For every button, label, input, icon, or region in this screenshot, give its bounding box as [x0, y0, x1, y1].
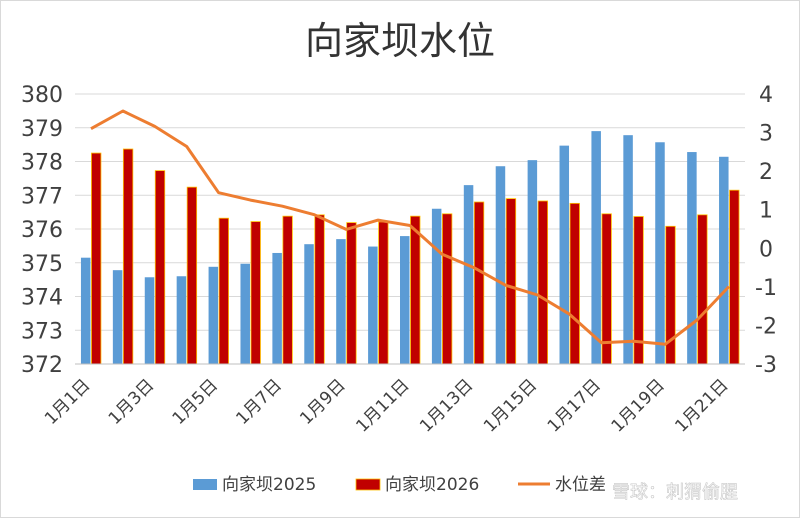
y2-tick-label: -3 [755, 353, 777, 378]
bar-2025 [719, 156, 729, 364]
legend-label: 向家坝2025 [222, 475, 316, 495]
bar-2026 [569, 202, 580, 365]
bar-2026 [186, 186, 198, 365]
y2-tick-label: -2 [755, 314, 777, 339]
y-tick-label: 378 [21, 151, 63, 176]
bar-2025 [463, 185, 474, 364]
bar-2025 [495, 166, 506, 364]
y2-tick-label: 0 [759, 237, 773, 262]
legend-label: 向家坝2026 [385, 475, 479, 495]
y-tick-label: 377 [21, 184, 63, 209]
bar-2025 [144, 277, 155, 364]
difference-line [90, 109, 731, 346]
bar-2026 [442, 213, 453, 365]
legend-label: 水位差 [555, 475, 606, 495]
bar-2026 [410, 215, 421, 365]
bar-2025 [431, 208, 442, 364]
bar-2026 [378, 221, 389, 365]
bars [80, 131, 740, 365]
legend: 向家坝2025 向家坝2026 水位差 [193, 475, 606, 495]
bar-2025 [527, 160, 538, 364]
bar-2026 [218, 217, 229, 365]
y-tick-label: 373 [21, 319, 63, 344]
y2-tick-label: -1 [755, 276, 777, 301]
bar-2025 [400, 236, 410, 364]
bar-2026 [122, 148, 134, 365]
y-tick-label: 375 [21, 252, 63, 277]
bar-2025 [112, 270, 123, 364]
bar-2026 [473, 201, 485, 365]
y-tick-label: 376 [21, 218, 63, 243]
bar-2025 [623, 135, 633, 364]
bar-2026 [91, 152, 102, 365]
bar-2025 [304, 244, 314, 364]
bar-2025 [240, 263, 250, 364]
bar-2025 [208, 266, 219, 364]
bar-2025 [687, 152, 697, 364]
bar-2025 [559, 145, 570, 364]
bar-2025 [80, 257, 91, 364]
bar-2026 [154, 170, 166, 365]
bar-2025 [655, 142, 665, 364]
bar-2026 [697, 214, 708, 365]
y-tick-label: 380 [21, 83, 63, 108]
y2-tick-label: 1 [759, 199, 773, 224]
y2-tick-label: 3 [759, 122, 773, 147]
bar-2025 [272, 252, 282, 364]
bar-2026 [537, 200, 549, 365]
legend-swatch [193, 479, 217, 490]
chart-title: 向家坝水位 [305, 19, 495, 63]
bar-2026 [729, 189, 740, 365]
bar-2026 [314, 214, 325, 365]
y-tick-label: 374 [21, 286, 63, 311]
y-axis-left: 372 373 374 375 376 377 378 379 380 [21, 83, 63, 378]
bar-2025 [176, 276, 187, 364]
bar-2026 [346, 222, 357, 365]
bar-2026 [505, 198, 517, 365]
legend-swatch [355, 478, 381, 491]
watermark-text: 雪球：刺猬偷腥 [612, 482, 738, 503]
y-tick-label: 379 [21, 117, 63, 142]
y2-tick-label: 2 [759, 160, 773, 185]
bar-2025 [368, 246, 378, 364]
y-axis-right: -3 -2 -1 0 1 2 3 4 [755, 83, 777, 378]
bar-2026 [282, 215, 293, 365]
y-tick-label: 372 [21, 353, 63, 378]
bar-2025 [591, 131, 601, 364]
bar-2026 [250, 221, 261, 365]
bar-2025 [336, 239, 346, 364]
y2-tick-label: 4 [759, 83, 773, 108]
line-series-difference [90, 109, 731, 346]
